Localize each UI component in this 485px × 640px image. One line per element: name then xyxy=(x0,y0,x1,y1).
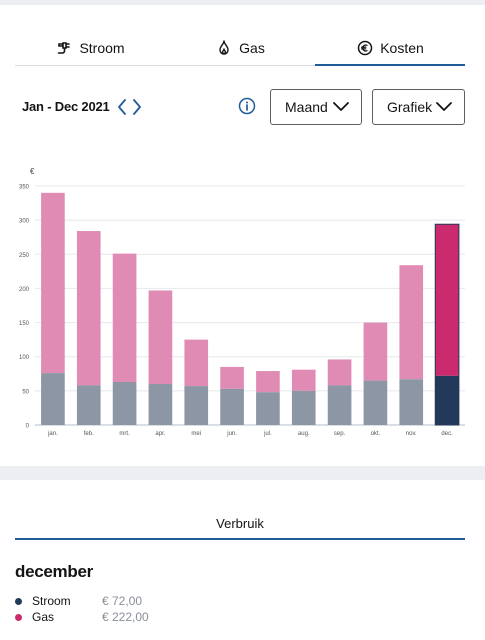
chevron-down-icon xyxy=(333,102,349,111)
tab-kosten-label: Kosten xyxy=(380,39,424,56)
bar-gas xyxy=(363,322,388,381)
x-tick-label: aug. xyxy=(298,431,310,437)
top-strip xyxy=(0,0,485,5)
bar-stroom xyxy=(112,381,137,425)
x-tick-label: jun. xyxy=(226,431,237,437)
bar-stroom xyxy=(327,385,352,425)
gas-legend-dot xyxy=(15,613,22,621)
stroom-legend-dot xyxy=(15,597,22,605)
bar-gas xyxy=(327,359,352,386)
view-select-value: Grafiek xyxy=(387,99,433,115)
detail-month-title: december xyxy=(15,562,93,581)
next-period-button[interactable] xyxy=(130,97,144,117)
euro-icon xyxy=(356,39,374,57)
bar-stroom xyxy=(220,388,244,425)
y-tick-label: 100 xyxy=(19,355,30,361)
tab-verbruik[interactable]: Verbruik xyxy=(15,506,465,540)
view-select[interactable]: Grafiek xyxy=(372,89,465,125)
bar-gas xyxy=(291,369,316,391)
bar-stroom xyxy=(184,386,209,425)
x-tick-label: mrt. xyxy=(119,431,130,437)
flame-icon xyxy=(215,39,233,57)
interval-select[interactable]: Maand xyxy=(270,89,362,125)
x-tick-label: mei xyxy=(191,431,201,437)
x-tick-label: apr. xyxy=(155,431,165,437)
bar-gas xyxy=(256,371,280,393)
bar-stroom xyxy=(435,375,459,425)
detail-gas-label: Gas xyxy=(32,610,55,624)
x-tick-label: jul. xyxy=(263,431,272,437)
tab-gas[interactable]: Gas xyxy=(165,30,315,65)
chevron-left-icon xyxy=(118,99,126,115)
bar-gas xyxy=(220,366,244,389)
bar-stroom xyxy=(363,380,388,425)
x-tick-label: nov. xyxy=(406,431,417,437)
y-axis-unit: € xyxy=(30,167,35,176)
plug-icon xyxy=(55,39,73,57)
bar-gas xyxy=(184,339,209,387)
bar-gas xyxy=(76,231,101,386)
detail-gas-value: € 222,00 xyxy=(102,610,149,624)
x-tick-label: dec. xyxy=(441,431,453,437)
bar-gas xyxy=(148,290,173,385)
y-tick-label: 150 xyxy=(19,321,30,327)
cost-chart: €0 50 100 150 200 250 300 350 jan. feb. mrt. apr. me… xyxy=(19,167,465,437)
bar-stroom xyxy=(148,384,173,425)
detail-stroom-label: Stroom xyxy=(32,594,71,608)
info-button[interactable] xyxy=(238,97,256,115)
y-tick-label: 350 xyxy=(19,185,30,191)
y-tick-label: 250 xyxy=(19,253,30,259)
bar-selected-outline xyxy=(434,223,460,426)
previous-period-button[interactable] xyxy=(115,97,129,117)
tab-stroom[interactable]: Stroom xyxy=(15,30,165,65)
bar-stroom xyxy=(291,390,316,425)
tab-stroom-label: Stroom xyxy=(79,39,125,56)
section-divider xyxy=(0,466,485,480)
chevron-down-icon xyxy=(436,102,452,111)
x-tick-label: feb. xyxy=(84,431,94,437)
bar-stroom xyxy=(76,385,101,425)
detail-stroom-value: € 72,00 xyxy=(102,594,143,608)
bar-gas xyxy=(112,253,137,382)
x-tick-label: okt. xyxy=(371,431,381,437)
bar-gas xyxy=(435,224,459,376)
period-label: Jan - Dec 2021 xyxy=(22,99,110,114)
interval-select-value: Maand xyxy=(285,99,328,115)
bar-gas xyxy=(399,265,424,380)
tab-gas-label: Gas xyxy=(239,39,265,56)
tab-kosten[interactable]: Kosten xyxy=(315,30,465,66)
bar-stroom xyxy=(399,379,424,425)
x-tick-label: jan. xyxy=(47,431,58,437)
bar-gas xyxy=(41,192,65,374)
bar-stroom xyxy=(256,392,280,425)
chevron-right-icon xyxy=(133,99,141,115)
x-tick-label: sep. xyxy=(334,431,346,437)
info-icon xyxy=(238,97,256,115)
energy-tabs: Stroom Gas Kosten xyxy=(15,30,465,66)
y-tick-label: 50 xyxy=(22,389,29,395)
y-tick-label: 300 xyxy=(19,219,30,225)
y-tick-label: 200 xyxy=(19,287,30,293)
detail-row-stroom: Stroom € 72,00 xyxy=(15,593,142,609)
y-tick-label: 0 xyxy=(26,424,30,430)
bar-stroom xyxy=(41,373,65,425)
detail-row-gas: Gas € 222,00 xyxy=(15,609,149,625)
